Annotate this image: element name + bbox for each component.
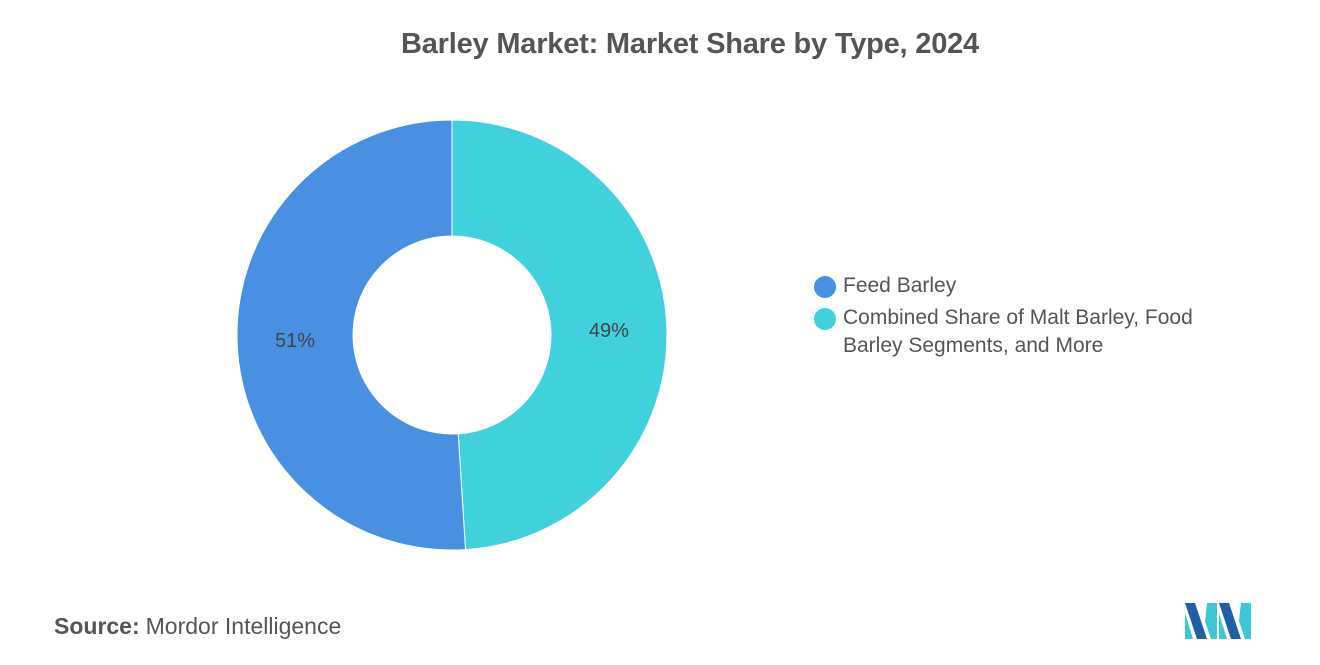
data-label-combined-share: 49% [589,320,629,342]
slice-feed-barley [236,119,467,551]
legend-label: Combined Share of Malt Barley, Food Barl… [843,306,1193,357]
legend-swatch-combined-share [814,308,836,330]
source-note: Source: Mordor Intelligence [54,613,341,640]
data-label-feed-barley: 51% [275,330,315,352]
slice-combined-share [451,119,668,551]
legend-item-feed-barley: Feed Barley [814,272,1234,300]
source-value: Mordor Intelligence [145,613,342,639]
mordor-intelligence-logo [1185,603,1251,639]
source-label: Source: [54,613,140,639]
legend: Feed Barley Combined Share of Malt Barle… [814,272,1234,364]
chart-title: Barley Market: Market Share by Type, 202… [401,28,979,60]
legend-label: Feed Barley [843,274,957,297]
legend-item-combined-share: Combined Share of Malt Barley, Food Barl… [814,304,1234,360]
legend-swatch-feed-barley [814,276,836,298]
